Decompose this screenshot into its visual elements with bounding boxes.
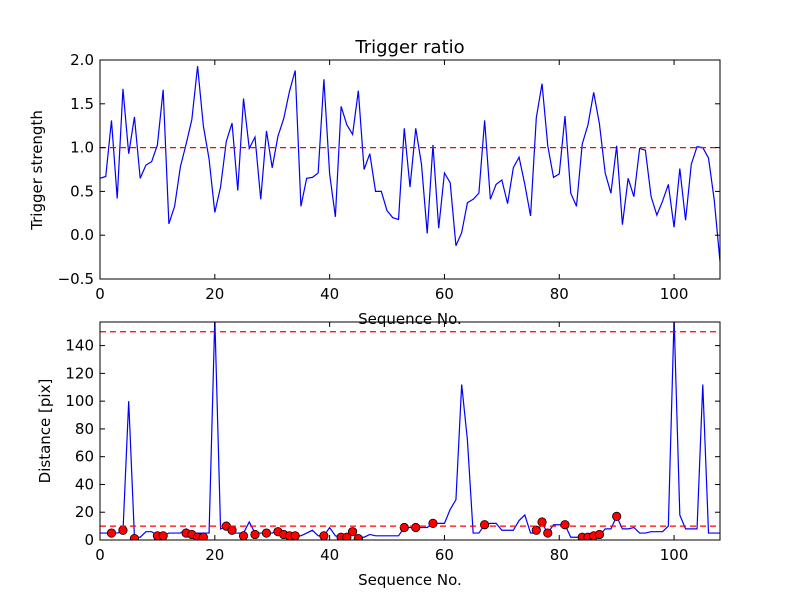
data-point bbox=[411, 522, 421, 533]
y-tick-label: 40 bbox=[75, 475, 94, 493]
x-tick-label: 80 bbox=[550, 285, 569, 303]
x-tick-label: 100 bbox=[660, 285, 689, 303]
data-point bbox=[106, 528, 117, 538]
y-tick-label: 140 bbox=[65, 337, 94, 355]
x-tick-label: 20 bbox=[205, 546, 224, 564]
data-point bbox=[227, 525, 237, 535]
data-point bbox=[353, 534, 363, 540]
data-point bbox=[158, 531, 168, 540]
y-tick-label: 1.0 bbox=[70, 139, 94, 157]
plot-area: 0 20 40 60 80 100 0 20 40 60 80 100 120 140 bbox=[65, 321, 721, 564]
x-tick-label: 60 bbox=[435, 285, 454, 303]
x-tick-label: 0 bbox=[95, 285, 105, 303]
x-tick-label: 40 bbox=[320, 546, 339, 564]
plot-area: 0 20 40 60 80 100 −0.5 0.0 0.5 1.0 1.5 2.0 bbox=[58, 51, 721, 303]
y-tick-label: −0.5 bbox=[58, 270, 94, 288]
y-axis-label: Distance [pix] bbox=[36, 379, 54, 484]
data-point bbox=[342, 532, 352, 540]
data-point bbox=[250, 529, 260, 540]
y-tick-label: 0 bbox=[84, 531, 94, 549]
x-axis-label: Sequence No. bbox=[358, 571, 462, 589]
x-axis-label: Sequence No. bbox=[358, 310, 462, 328]
data-point bbox=[290, 531, 300, 540]
x-tick-label: 0 bbox=[95, 546, 105, 564]
y-tick-label: 120 bbox=[65, 364, 94, 382]
data-point bbox=[543, 528, 553, 538]
data-point bbox=[560, 520, 570, 530]
y-tick-label: 100 bbox=[65, 392, 94, 410]
x-tick-label: 20 bbox=[205, 285, 224, 303]
data-point bbox=[531, 525, 541, 535]
data-point bbox=[594, 529, 605, 540]
distance-chart: 0 20 40 60 80 100 0 20 40 60 80 100 120 140 Sequence … bbox=[36, 321, 721, 589]
y-tick-label: 2.0 bbox=[70, 51, 94, 69]
series-group bbox=[100, 66, 720, 262]
y-tick-label: 20 bbox=[75, 503, 94, 521]
data-point bbox=[347, 527, 358, 537]
y-axis-label: Trigger strength bbox=[28, 110, 46, 231]
data-point bbox=[238, 531, 249, 540]
y-tick-label: 80 bbox=[75, 420, 94, 438]
x-tick-label: 100 bbox=[660, 546, 689, 564]
data-point bbox=[129, 534, 140, 540]
series-line-trigger-strength bbox=[100, 66, 720, 262]
data-point bbox=[480, 520, 490, 530]
trigger-ratio-chart: Trigger ratio 0 20 40 60 80 100 −0.5 0.0 0.5 1.0 1… bbox=[28, 37, 721, 328]
y-tick-label: 0.5 bbox=[70, 182, 94, 200]
x-tick-label: 40 bbox=[320, 285, 339, 303]
plot-frame bbox=[99, 59, 721, 280]
data-point bbox=[399, 522, 409, 533]
x-tick-label: 80 bbox=[550, 546, 569, 564]
y-tick-label: 60 bbox=[75, 448, 94, 466]
data-point bbox=[612, 511, 622, 521]
x-tick-label: 60 bbox=[435, 546, 454, 564]
data-point bbox=[319, 531, 329, 540]
data-point bbox=[118, 525, 128, 535]
data-point bbox=[537, 517, 547, 527]
y-tick-label: 0.0 bbox=[70, 226, 94, 244]
data-point bbox=[261, 528, 272, 538]
data-point bbox=[428, 518, 438, 528]
plot-frame bbox=[99, 321, 721, 541]
y-tick-label: 1.5 bbox=[70, 95, 94, 113]
series-group bbox=[100, 322, 720, 540]
chart-title: Trigger ratio bbox=[354, 37, 464, 58]
data-point bbox=[198, 532, 208, 540]
